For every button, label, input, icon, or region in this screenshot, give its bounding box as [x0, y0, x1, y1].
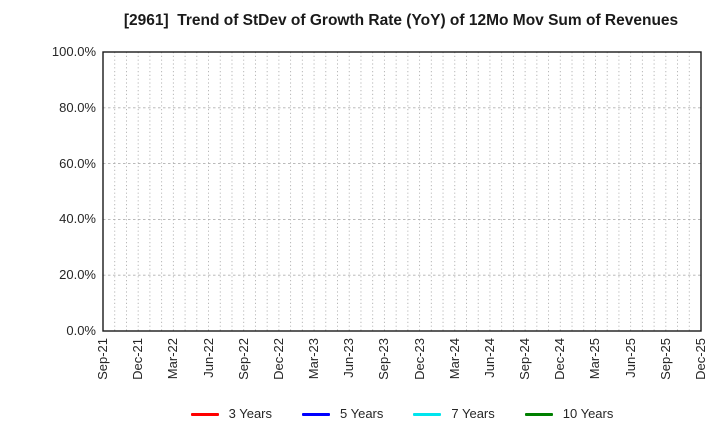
x-tick-label: Mar-24	[446, 338, 462, 380]
legend-line-swatch	[190, 412, 219, 416]
x-tick-label: Dec-24	[552, 338, 568, 380]
legend-label: 3 Years	[228, 406, 272, 421]
legend: 3 Years 5 Years 7 Years 10 Years	[103, 404, 701, 424]
x-tick-label: Jun-22	[200, 338, 216, 378]
y-tick-label: 100.0%	[51, 44, 96, 59]
chart-title: [2961] Trend of StDev of Growth Rate (Yo…	[123, 12, 679, 29]
legend-label: 7 Years	[451, 406, 495, 421]
legend-item: 5 Years	[302, 406, 383, 422]
x-tick-label: Sep-21	[95, 338, 110, 380]
legend-item: 10 Years	[524, 406, 614, 422]
legend-line-swatch	[524, 412, 553, 416]
legend-item: 3 Years	[190, 406, 272, 422]
x-tick-label: Dec-21	[130, 338, 146, 380]
legend-line-swatch	[302, 412, 330, 416]
x-tick-label: Dec-23	[411, 338, 427, 380]
x-tick-label: Jun-24	[481, 338, 497, 378]
plot-border	[102, 51, 702, 332]
legend-line-swatch	[413, 412, 442, 416]
y-tick-label: 80.0%	[59, 99, 96, 115]
legend-item: 7 Years	[413, 406, 495, 422]
x-tick-label: Sep-25	[657, 338, 673, 380]
y-tick-label: 0.0%	[66, 323, 96, 338]
y-tick-label: 40.0%	[59, 211, 96, 227]
x-tick-label: Dec-22	[270, 338, 286, 380]
y-tick-label: 60.0%	[59, 155, 96, 171]
x-tick-label: Sep-24	[517, 338, 533, 380]
x-tick-label: Mar-25	[587, 338, 603, 380]
x-tick-label: Sep-22	[235, 338, 251, 380]
x-tick-label: Mar-23	[306, 338, 322, 380]
x-tick-label: Jun-25	[622, 338, 638, 378]
x-tick-label: Jun-23	[341, 338, 357, 378]
x-tick-label: Sep-23	[376, 338, 392, 380]
legend-label: 5 Years	[340, 406, 384, 421]
x-tick-label: Dec-25	[693, 338, 708, 380]
x-tick-label: Mar-22	[165, 338, 181, 380]
legend-label: 10 Years	[562, 406, 614, 421]
y-tick-label: 20.0%	[59, 267, 96, 283]
